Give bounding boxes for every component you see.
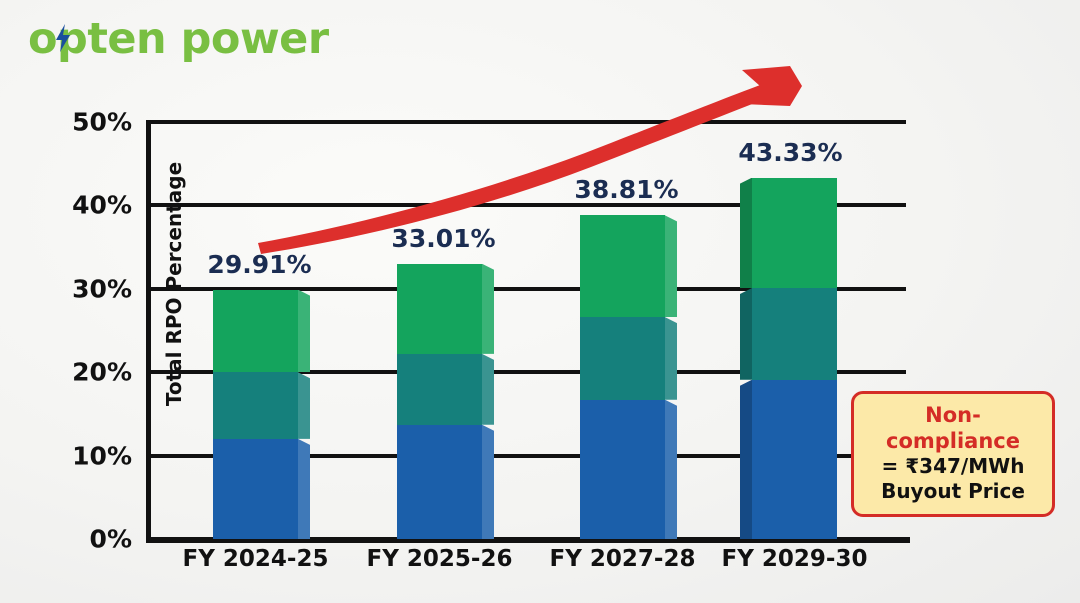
y-axis-tick-label: 50% (72, 107, 132, 137)
bar-side-segment-top (482, 263, 494, 354)
y-axis-tick-label: 40% (72, 190, 132, 220)
x-axis-tick-label: FY 2024-25 (182, 546, 329, 572)
bar-side-segment-middle (740, 287, 752, 380)
plot-area: Total RPO Percentage 0% 10% 20% 30% 40% 50% 2… (72, 108, 910, 572)
value-label-fy-2029-30: 43.33% (738, 137, 843, 167)
bar-segment-segment-top (580, 215, 665, 318)
gridline-30 (146, 286, 906, 291)
gridline-0 (146, 537, 906, 541)
bar-segment-segment-top (397, 263, 482, 354)
callout-line-1: Non-compliance (886, 403, 1020, 453)
bar-segment-segment-top (752, 177, 837, 288)
x-axis-tick-label: FY 2029-30 (721, 546, 868, 572)
brand-name: opten power (28, 14, 329, 64)
bar-segment-segment-middle (752, 287, 837, 380)
gridline-20 (146, 370, 906, 375)
bar-side-segment-middle (298, 372, 310, 439)
bar-side-segment-top (298, 289, 310, 373)
bar-side-segment-bottom (298, 438, 310, 539)
bar-segment-segment-bottom (580, 399, 665, 539)
bar-segment-segment-top (213, 289, 298, 373)
callout-line-2: = ₹347/MWh (881, 454, 1025, 479)
bar-segment-segment-bottom (213, 438, 298, 539)
gridline-10 (146, 453, 906, 458)
bar-side-segment-bottom (665, 399, 677, 539)
bar-fy-2025-26[interactable] (397, 263, 494, 539)
x-axis-tick-label: FY 2027-28 (549, 546, 696, 572)
non-compliance-callout: Non-compliance = ₹347/MWh Buyout Price (851, 391, 1055, 517)
value-label-fy-2027-28: 38.81% (574, 175, 679, 205)
bar-segment-segment-bottom (397, 424, 482, 539)
lightning-bolt-icon (56, 24, 70, 52)
y-axis-tick-label: 30% (72, 274, 132, 304)
bar-segment-segment-middle (213, 372, 298, 439)
bar-side-segment-top (665, 215, 677, 318)
value-label-fy-2024-25: 29.91% (207, 249, 312, 279)
bar-fy-2029-30[interactable] (740, 177, 837, 539)
x-axis-tick-label: FY 2025-26 (366, 546, 513, 572)
bar-segment-segment-middle (397, 353, 482, 425)
callout-line-3: Buyout Price (881, 478, 1025, 503)
y-axis-tick-label: 20% (72, 357, 132, 387)
bar-side-segment-bottom (482, 424, 494, 539)
bar-side-segment-top (740, 177, 752, 288)
value-label-fy-2025-26: 33.01% (391, 223, 496, 253)
brand-logo: opten power (28, 14, 329, 64)
y-axis-line (146, 122, 151, 539)
gridline-50 (146, 120, 906, 124)
y-axis-tick-label: 10% (72, 441, 132, 471)
bar-fy-2027-28[interactable] (580, 215, 677, 539)
bar-side-segment-middle (482, 353, 494, 425)
brand-logo-mark: opten power (28, 14, 329, 64)
bar-side-segment-middle (665, 317, 677, 400)
bar-segment-segment-bottom (752, 379, 837, 539)
bar-segment-segment-middle (580, 317, 665, 400)
bar-side-segment-bottom (740, 379, 752, 539)
bar-fy-2024-25[interactable] (213, 289, 310, 539)
y-axis-tick-label: 0% (89, 524, 132, 554)
